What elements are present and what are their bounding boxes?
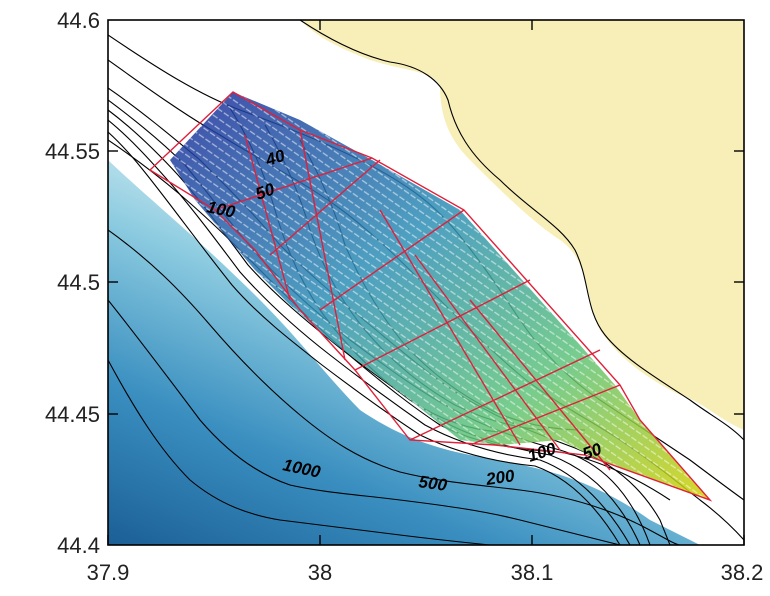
map-plot-area: 40 50 100 1000 500 200 100 50 (108, 20, 744, 545)
x-tick-label: 38.2 (721, 560, 764, 585)
x-tick-label: 38.1 (511, 560, 554, 585)
x-tick-label: 37.9 (87, 560, 130, 585)
x-tick-label: 38 (308, 560, 332, 585)
deep-water-region (108, 160, 700, 545)
current-vector-field (170, 92, 710, 500)
y-tick-label: 44.6 (57, 8, 100, 33)
model-grid-outline (148, 91, 713, 502)
y-tick-label: 44.55 (45, 139, 100, 164)
y-tick-label: 44.5 (57, 270, 100, 295)
x-axis (107, 20, 745, 545)
y-axis (108, 150, 744, 415)
y-tick-label: 44.4 (57, 533, 100, 558)
contour-label-500: 500 (417, 472, 448, 495)
contour-label-200: 200 (484, 466, 516, 489)
y-tick-label: 44.45 (45, 402, 100, 427)
land-region (300, 20, 744, 430)
